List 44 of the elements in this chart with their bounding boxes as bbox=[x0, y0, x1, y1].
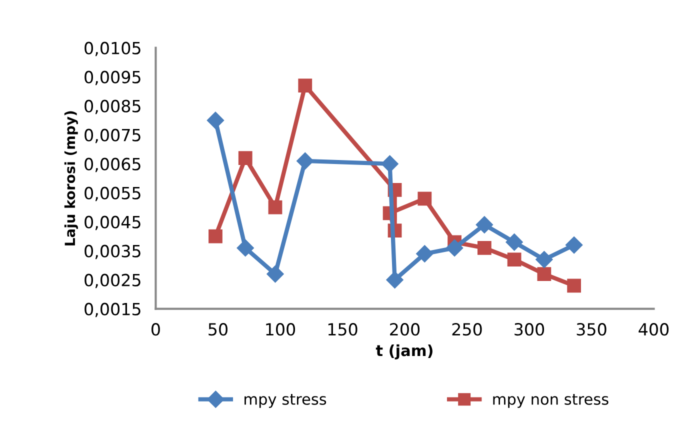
x-tick-label: 200 bbox=[390, 323, 420, 336]
y-tick-label: 0,0095 bbox=[84, 70, 140, 86]
y-tick-label: 0,0025 bbox=[84, 274, 140, 288]
y-tick-label: 0,0065 bbox=[84, 158, 140, 172]
point bbox=[506, 234, 523, 251]
x-tick-label: 50 bbox=[208, 323, 228, 336]
point bbox=[567, 278, 582, 293]
point bbox=[566, 236, 583, 254]
point bbox=[416, 245, 434, 262]
point bbox=[238, 151, 252, 165]
x-tick-label: 300 bbox=[514, 323, 544, 336]
point bbox=[477, 241, 492, 255]
x-tick-label: 0 bbox=[152, 323, 160, 336]
point bbox=[507, 252, 522, 266]
point bbox=[476, 216, 493, 234]
x-axis-title: t (jam) bbox=[376, 344, 432, 360]
legend-label: mpy stress bbox=[244, 394, 326, 408]
point bbox=[537, 267, 552, 281]
y-axis-title: Laju korosi (mpy) bbox=[64, 111, 78, 246]
point bbox=[236, 239, 254, 256]
x-tick-label: 400 bbox=[638, 323, 669, 336]
point bbox=[536, 251, 553, 268]
point bbox=[381, 155, 398, 172]
y-tick-label: 0,0015 bbox=[84, 302, 140, 318]
point bbox=[268, 200, 282, 214]
y-tick-label: 0,0105 bbox=[84, 42, 140, 56]
y-tick-label: 0,0085 bbox=[84, 100, 140, 114]
point bbox=[206, 112, 224, 129]
point bbox=[266, 266, 284, 283]
x-tick-label: 350 bbox=[576, 323, 606, 336]
y-tick-label: 0,0045 bbox=[84, 216, 140, 230]
point bbox=[296, 152, 314, 170]
y-tick-label: 0,0035 bbox=[84, 244, 140, 260]
point bbox=[446, 239, 464, 256]
y-tick-label: 0,0075 bbox=[84, 128, 140, 144]
point bbox=[418, 192, 432, 206]
x-tick-label: 250 bbox=[452, 323, 482, 336]
point bbox=[208, 229, 222, 244]
x-tick-label: 150 bbox=[328, 323, 358, 336]
x-tick-label: 100 bbox=[266, 323, 296, 336]
point bbox=[298, 78, 312, 92]
legend-label: mpy non stress bbox=[493, 394, 608, 408]
y-tick-label: 0,0055 bbox=[84, 186, 140, 202]
point bbox=[386, 271, 404, 288]
